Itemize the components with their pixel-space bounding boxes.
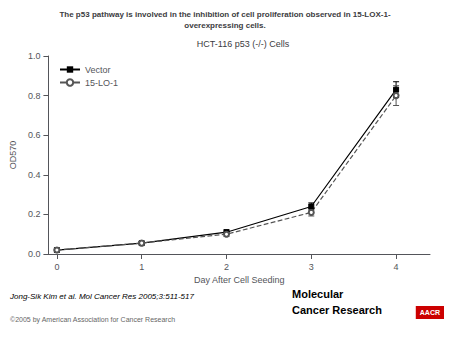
svg-text:AACR: AACR <box>420 309 440 316</box>
svg-text:0.4: 0.4 <box>28 170 41 180</box>
svg-text:1: 1 <box>139 262 144 272</box>
svg-text:Jong-Sik Kim et al. Mol Cancer: Jong-Sik Kim et al. Mol Cancer Res 2005;… <box>9 292 194 301</box>
svg-text:HCT-116 p53 (-/-) Cells: HCT-116 p53 (-/-) Cells <box>197 39 290 49</box>
svg-text:1.0: 1.0 <box>28 51 41 61</box>
svg-text:OD570: OD570 <box>8 141 18 170</box>
svg-text:overexpressing cells.: overexpressing cells. <box>184 21 265 30</box>
svg-text:Molecular: Molecular <box>292 288 344 300</box>
svg-text:0.6: 0.6 <box>28 130 41 140</box>
svg-text:2: 2 <box>224 262 229 272</box>
svg-text:Day After Cell Seeding: Day After Cell Seeding <box>194 275 285 285</box>
svg-text:3: 3 <box>309 262 314 272</box>
svg-text:Vector: Vector <box>85 65 111 75</box>
svg-text:©2005 by American Association: ©2005 by American Association for Cancer… <box>10 316 175 324</box>
svg-text:4: 4 <box>394 262 399 272</box>
svg-text:0.8: 0.8 <box>28 91 41 101</box>
svg-text:0.0: 0.0 <box>28 249 41 259</box>
svg-text:The p53 pathway is involved in: The p53 pathway is involved in the inhib… <box>59 10 390 19</box>
svg-text:0.2: 0.2 <box>28 209 41 219</box>
svg-text:0: 0 <box>54 262 59 272</box>
svg-text:Cancer Research: Cancer Research <box>292 304 382 316</box>
svg-text:15-LO-1: 15-LO-1 <box>85 78 118 88</box>
